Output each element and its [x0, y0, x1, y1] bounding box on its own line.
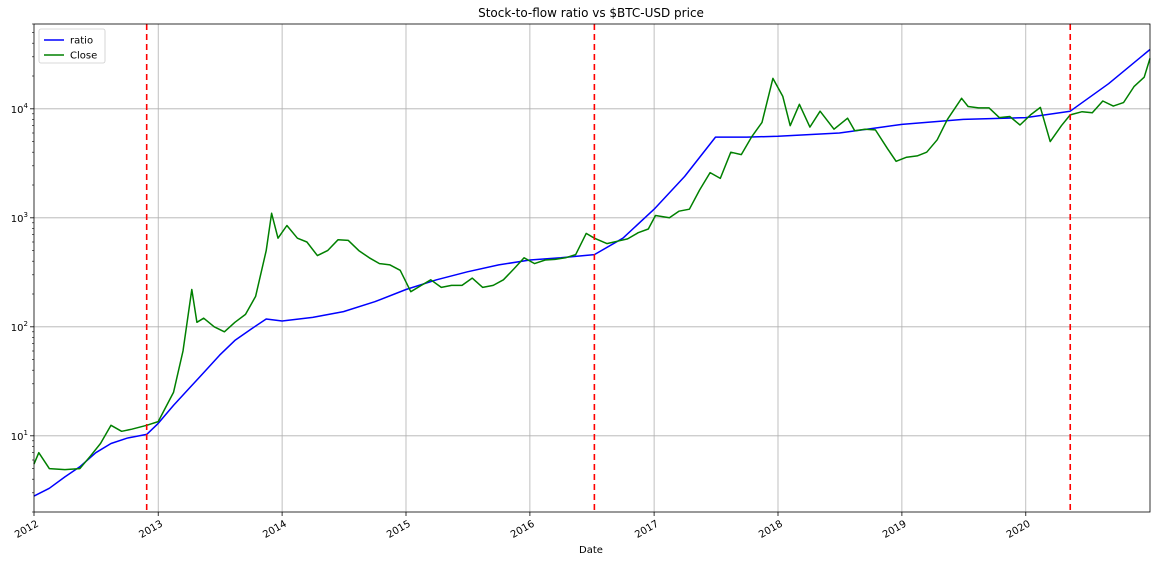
x-tick-label: 2012 — [13, 519, 41, 541]
series-line-close — [33, 58, 1151, 471]
x-tick-label: 2013 — [137, 519, 165, 541]
x-tick-label: 2019 — [881, 519, 909, 541]
legend-label-ratio: ratio — [70, 36, 93, 47]
legend: ratio Close — [38, 28, 106, 64]
x-tick-label: 2020 — [1005, 519, 1033, 541]
x-tick-label: 2018 — [757, 519, 785, 541]
x-axis-label: Date — [579, 545, 603, 556]
series-line-ratio — [33, 48, 1151, 497]
plot-frame — [33, 23, 1151, 513]
x-tick-label: 2015 — [385, 519, 413, 541]
plot-area: 2012 2013 2014 2015 2016 2017 2018 2019 2020 101 1… — [11, 23, 1151, 541]
x-tick-label: 2017 — [633, 519, 661, 541]
chart-title: Stock-to-flow ratio vs $BTC-USD price — [478, 6, 704, 20]
plot-background — [34, 24, 1150, 512]
x-tick-label: 2016 — [509, 519, 537, 541]
legend-label-close: Close — [70, 51, 97, 62]
y-tick-label: 104 — [11, 102, 29, 116]
y-tick-label: 101 — [11, 429, 28, 443]
y-tick-label: 102 — [11, 320, 28, 334]
x-tick-label: 2014 — [261, 519, 289, 541]
y-tick-label: 103 — [11, 211, 28, 225]
